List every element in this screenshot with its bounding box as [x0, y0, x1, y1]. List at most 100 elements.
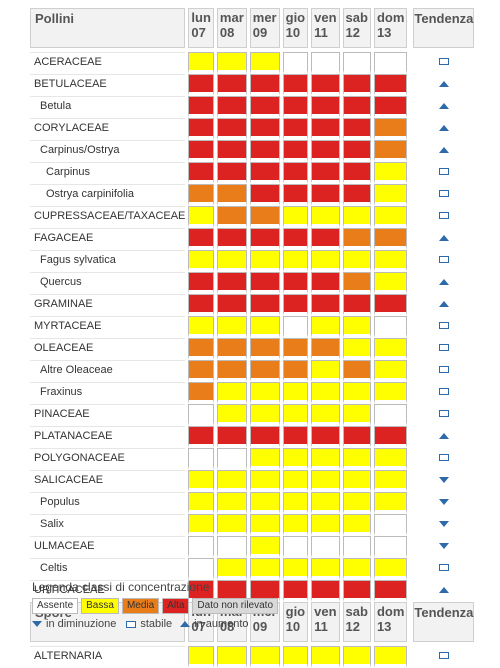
concentration-cell: [311, 404, 340, 426]
concentration-cell: [188, 74, 214, 96]
day-number: 08: [219, 619, 235, 634]
day-header: dom 13: [373, 8, 408, 48]
legend-title: Legenda classi di concentrazione: [32, 580, 210, 594]
legend-class: Assente: [32, 598, 79, 614]
trend-up-icon: [438, 301, 449, 307]
concentration-cell: [342, 338, 371, 360]
concentration-cell: [342, 52, 371, 74]
taxon-label: Betula: [30, 96, 186, 118]
concentration-cell: [311, 52, 340, 74]
header-row: Pollini lun 07 mar 08 mer 09 gio 10 ven 11 sab 12 dom…: [30, 8, 475, 48]
legend: Legenda classi di concentrazione Assente…: [32, 580, 472, 630]
taxon-label: MYRTACEAE: [30, 316, 186, 338]
concentration-cell: [282, 558, 309, 580]
day-header: dom 13: [373, 602, 408, 642]
day-name: ven: [314, 10, 337, 25]
concentration-cell: [311, 250, 340, 272]
trend-stable-icon: [438, 652, 449, 659]
table-row: GRAMINAE: [30, 294, 475, 316]
concentration-cell: [342, 162, 371, 184]
concentration-cell: [282, 140, 309, 162]
pollen-table: Pollini lun 07 mar 08 mer 09 gio 10 ven 11 sab 12 dom…: [27, 8, 477, 668]
concentration-cell: [373, 536, 408, 558]
day-number: 07: [191, 619, 206, 634]
concentration-cell: [249, 250, 280, 272]
day-number: 11: [314, 619, 328, 634]
table-row: ACERACEAE: [30, 52, 475, 74]
trend-header: Tendenza: [413, 8, 475, 48]
trend-cell: [413, 206, 475, 228]
concentration-cell: [311, 140, 340, 162]
concentration-cell: [188, 514, 214, 536]
concentration-cell: [188, 96, 214, 118]
concentration-cell: [282, 294, 309, 316]
concentration-cell: [311, 426, 340, 448]
concentration-cell: [311, 96, 340, 118]
concentration-cell: [311, 272, 340, 294]
trend-down-icon: [438, 543, 449, 549]
concentration-cell: [342, 536, 371, 558]
concentration-cell: [373, 492, 408, 514]
concentration-cell: [282, 250, 309, 272]
table-row: PINACEAE: [30, 404, 475, 426]
concentration-cell: [311, 536, 340, 558]
concentration-cell: [282, 162, 309, 184]
concentration-cell: [216, 360, 247, 382]
concentration-cell: [311, 338, 340, 360]
day-number: 13: [376, 619, 392, 634]
concentration-cell: [373, 580, 408, 602]
trend-down-icon: [438, 477, 449, 483]
day-header: gio 10: [282, 602, 309, 642]
concentration-cell: [188, 470, 214, 492]
day-number: 09: [252, 619, 268, 634]
trend-cell: [413, 360, 475, 382]
day-name: sab: [345, 604, 368, 619]
day-number: 11: [314, 25, 328, 40]
taxon-label: Populus: [30, 492, 186, 514]
trend-stable-icon: [438, 212, 449, 219]
concentration-cell: [342, 580, 371, 602]
concentration-cell: [373, 206, 408, 228]
concentration-cell: [249, 382, 280, 404]
table-row: OLEACEAE: [30, 338, 475, 360]
concentration-cell: [311, 74, 340, 96]
concentration-cell: [342, 470, 371, 492]
concentration-cell: [216, 404, 247, 426]
concentration-cell: [311, 558, 340, 580]
taxon-label: CORYLACEAE: [30, 118, 186, 140]
taxon-label: FAGACEAE: [30, 228, 186, 250]
concentration-cell: [342, 316, 371, 338]
concentration-cell: [282, 96, 309, 118]
concentration-cell: [216, 382, 247, 404]
concentration-cell: [311, 646, 340, 668]
concentration-cell: [342, 118, 371, 140]
concentration-cell: [373, 448, 408, 470]
concentration-cell: [282, 228, 309, 250]
concentration-cell: [249, 74, 280, 96]
trend-stable-icon: [438, 344, 449, 351]
trend-down-icon: [438, 521, 449, 527]
concentration-cell: [216, 228, 247, 250]
day-name: mar: [219, 10, 244, 25]
trend-stable-icon: [438, 322, 449, 329]
concentration-cell: [342, 426, 371, 448]
taxon-label: ACERACEAE: [30, 52, 186, 74]
trend-cell: [413, 536, 475, 558]
legend-trend-keys: in diminuzione stabile in aumento: [32, 618, 472, 630]
day-header: sab 12: [342, 8, 371, 48]
table-row: CUPRESSACEAE/TAXACEAE: [30, 206, 475, 228]
concentration-cell: [282, 492, 309, 514]
trend-cell: [413, 140, 475, 162]
concentration-cell: [373, 74, 408, 96]
concentration-cell: [311, 448, 340, 470]
trend-cell: [413, 514, 475, 536]
concentration-cell: [216, 426, 247, 448]
concentration-cell: [216, 162, 247, 184]
concentration-cell: [216, 646, 247, 668]
taxon-label: OLEACEAE: [30, 338, 186, 360]
concentration-cell: [216, 316, 247, 338]
concentration-cell: [373, 272, 408, 294]
concentration-cell: [249, 646, 280, 668]
taxon-label: Fraxinus: [30, 382, 186, 404]
concentration-cell: [342, 382, 371, 404]
